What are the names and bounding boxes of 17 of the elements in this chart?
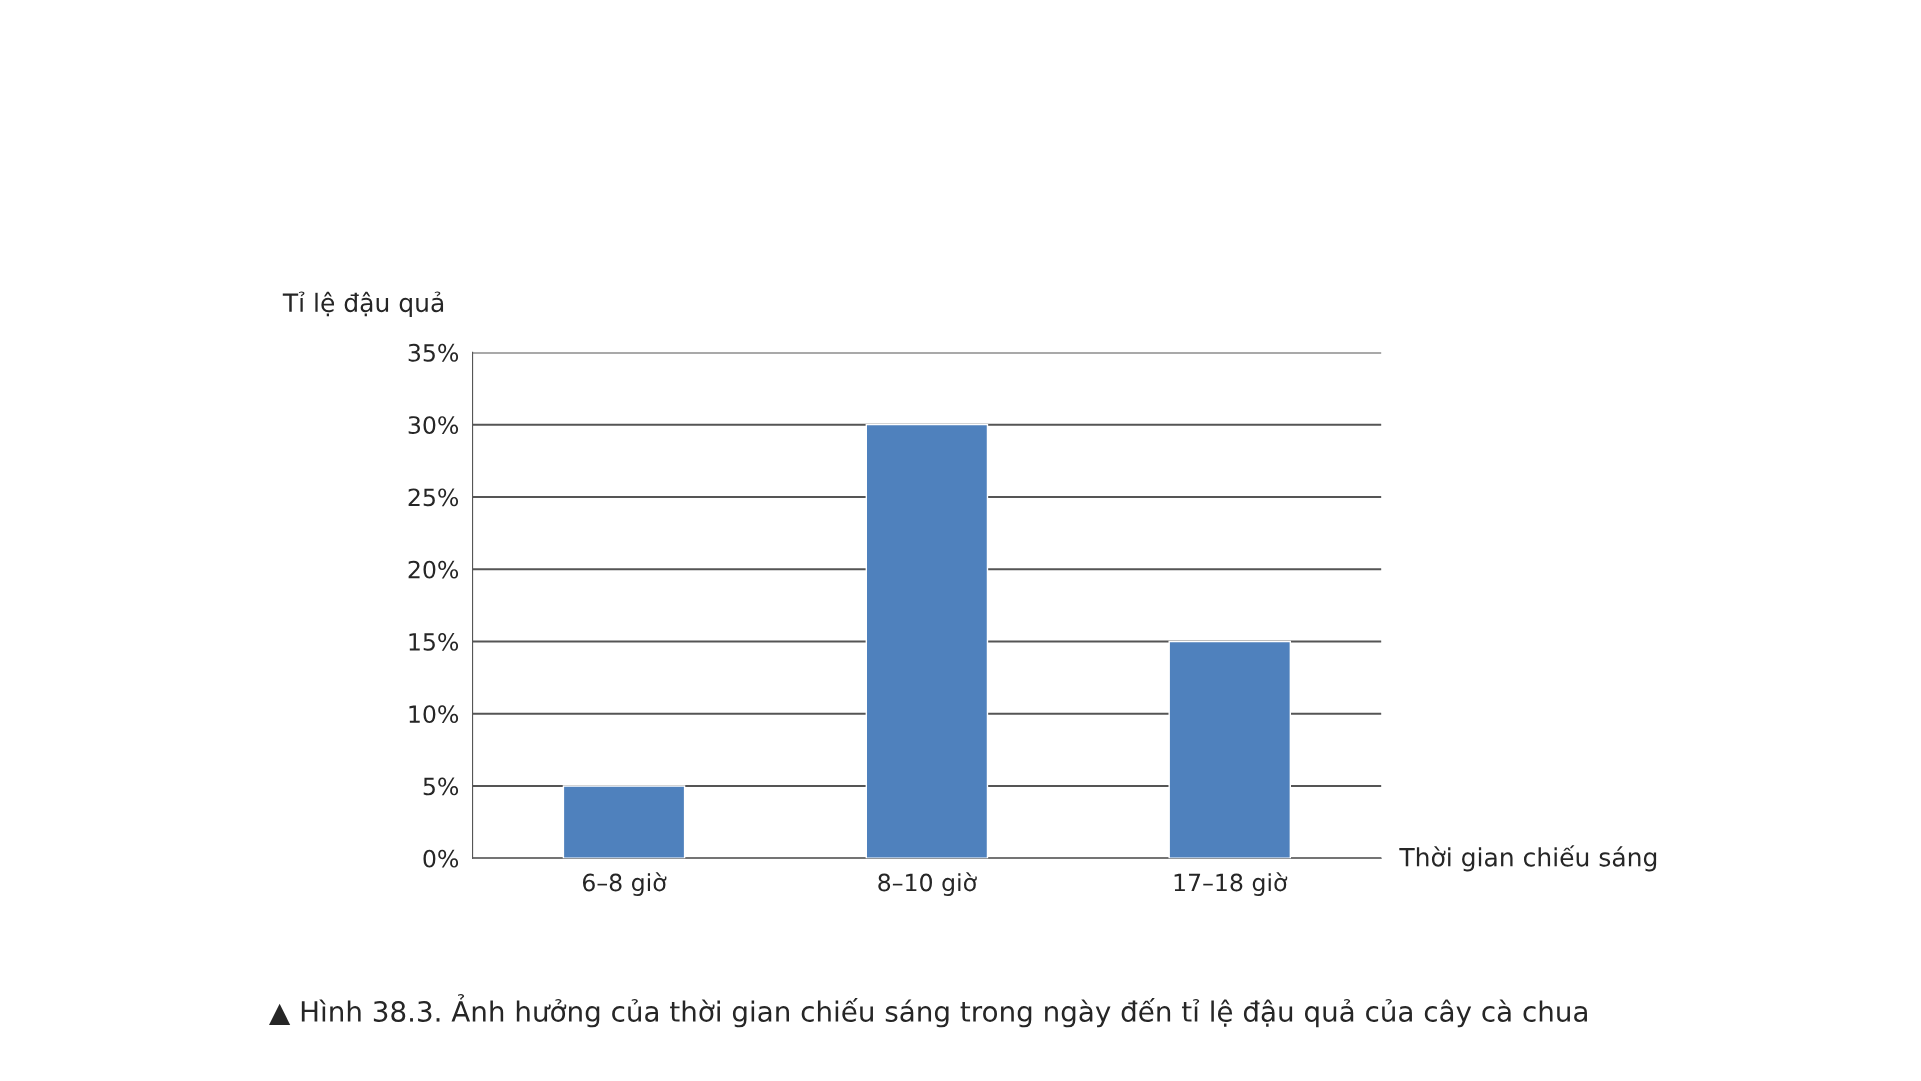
y-tick-label: 35% <box>408 343 459 362</box>
bar <box>562 785 686 859</box>
x-tick-label: 17–18 giờ <box>1174 872 1288 896</box>
y-tick-label: 10% <box>409 705 459 724</box>
bar <box>1168 640 1292 859</box>
x-tick-label: 8–10 giờ <box>878 872 977 896</box>
bar <box>865 423 989 859</box>
text: ▲ Hình 38.3. Ảnh hưởng của thời gian chiếu sáng trong ngày đến tỉ lệ đậu quả của cây cà chua <box>269 994 1587 1028</box>
y-tick-label: 20% <box>408 560 459 579</box>
y-tick-label: 0% <box>423 849 459 868</box>
y-tick-label: 25% <box>408 488 459 507</box>
y-axis-title: Tỉ lệ đậu quả <box>282 291 444 317</box>
y-tick-label: 30% <box>408 416 459 434</box>
y-tick-label: 5% <box>423 777 459 796</box>
y-tick-label: 15% <box>409 632 459 651</box>
x-tick-label: 6–8 giờ <box>582 872 667 896</box>
x-axis-title: Thời gian chiếu sáng <box>1399 845 1657 872</box>
